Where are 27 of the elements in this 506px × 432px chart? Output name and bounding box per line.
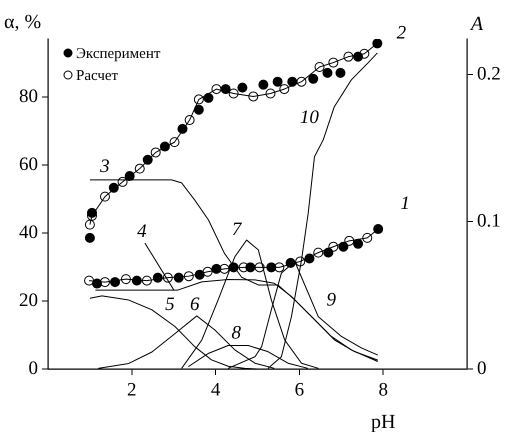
y-tick-label: 40 [19, 222, 38, 243]
legend-label: Эксперимент [76, 46, 161, 62]
x-tick-label: 6 [294, 379, 304, 400]
y2-tick-label: 0 [477, 358, 486, 379]
y-tick-label: 20 [19, 290, 38, 311]
series-label: 1 [400, 193, 410, 214]
series-label: 2 [396, 22, 407, 44]
series-label: 6 [190, 294, 200, 315]
x-tick-label: 8 [378, 379, 388, 400]
series-label: 9 [326, 289, 337, 310]
y2-axis-title: A [468, 13, 484, 35]
series-label: 7 [232, 219, 243, 240]
text: 4 [137, 221, 148, 242]
y-tick-label: 60 [19, 154, 38, 175]
y-tick-label: 0 [28, 358, 38, 379]
x-axis-title: pH [370, 411, 396, 432]
y2-tick-label: 0.1 [477, 210, 501, 232]
x-tick-label: 2 [127, 379, 137, 400]
series-label: 5 [165, 294, 175, 315]
legend-label: Расчет [76, 68, 119, 84]
y-tick-label: 80 [19, 86, 38, 107]
y-axis-title: α, % [4, 11, 42, 33]
series-label: 8 [232, 322, 242, 344]
series-label: 10 [300, 106, 320, 128]
y2-tick-label: 0.2 [477, 63, 501, 84]
x-tick-label: 4 [210, 379, 221, 400]
series-label: 3 [99, 156, 110, 177]
